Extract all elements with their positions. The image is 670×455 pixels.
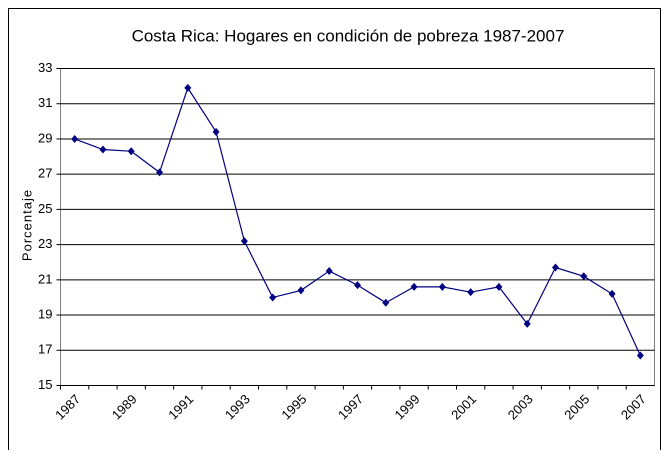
point — [608, 289, 616, 298]
y-tick-label: 19 — [38, 306, 52, 321]
point — [636, 351, 644, 360]
y-tick-label: 25 — [38, 201, 52, 216]
y-tick-label: 29 — [38, 130, 52, 145]
point — [325, 267, 333, 276]
point — [269, 293, 277, 302]
point — [523, 319, 531, 328]
point — [410, 282, 418, 291]
point — [240, 237, 248, 246]
y-tick-label: 21 — [38, 271, 52, 286]
point — [495, 282, 503, 291]
y-tick-label: 23 — [38, 236, 52, 251]
point — [354, 281, 361, 290]
point — [127, 147, 135, 156]
point — [580, 272, 588, 281]
y-axis-label: Porcentaje — [19, 189, 34, 261]
y-tick-label: 15 — [38, 377, 52, 392]
point — [467, 288, 475, 297]
chart-border — [8, 8, 661, 455]
chart-title: Costa Rica: Hogares en condición de pobr… — [132, 26, 565, 45]
y-tick-label: 17 — [38, 342, 52, 357]
point — [438, 282, 446, 291]
point — [552, 263, 559, 272]
point — [99, 145, 107, 154]
point — [156, 168, 163, 177]
point — [212, 127, 220, 136]
point — [297, 286, 305, 295]
point — [184, 83, 192, 92]
y-tick-label: 27 — [38, 166, 52, 181]
y-tick-label: 33 — [38, 60, 52, 75]
point — [71, 134, 79, 143]
point — [382, 298, 390, 307]
y-tick-label: 31 — [38, 95, 52, 110]
